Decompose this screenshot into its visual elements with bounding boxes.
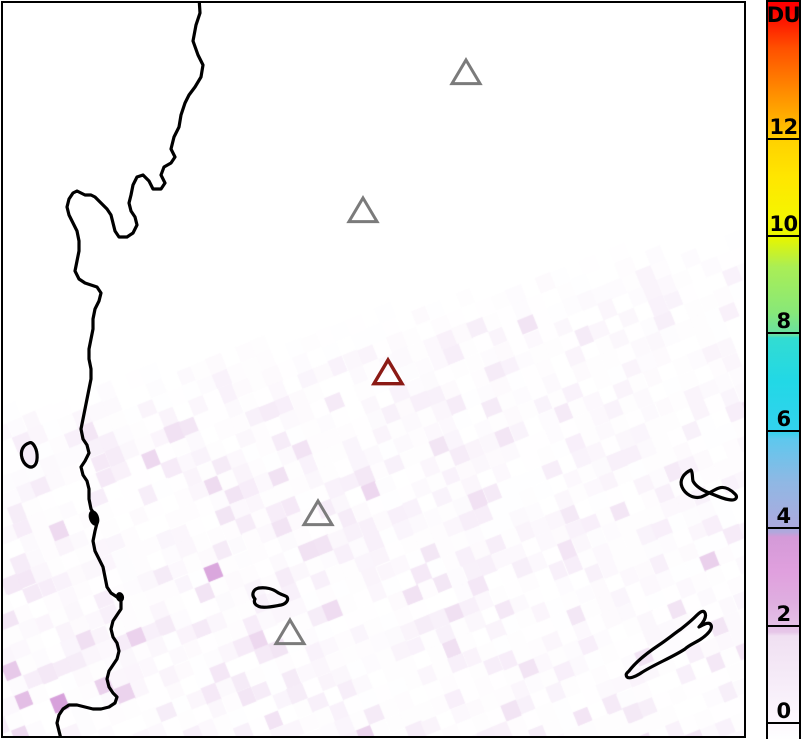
colorbar-tick-line <box>766 527 801 529</box>
colorbar-unit-label: DU <box>766 3 801 27</box>
colorbar-tick-label: 12 <box>769 115 798 139</box>
volcano-marker-volcano-3[interactable] <box>370 356 406 386</box>
colorbar-tick-line <box>766 722 801 724</box>
colorbar-tick-line <box>766 625 801 627</box>
coastline-island-small-west <box>19 441 39 469</box>
coastline-group <box>19 3 739 736</box>
coastline-island-northeast <box>679 468 739 502</box>
volcano-marker-volcano-4[interactable] <box>301 498 335 527</box>
volcano-marker-volcano-1[interactable] <box>449 57 483 86</box>
coastline-coast-feature-1 <box>88 510 100 526</box>
volcano-markers-group <box>273 57 483 646</box>
coastline-coast-feature-2 <box>115 592 125 602</box>
colorbar-tick-label: 6 <box>776 407 791 431</box>
colorbar-tick-line <box>766 332 801 334</box>
colorbar-tick-label: 2 <box>776 602 791 626</box>
map-panel <box>0 0 748 739</box>
colorbar-tick-label: 8 <box>776 309 791 333</box>
data-swath-heatmap <box>3 3 744 736</box>
colorbar-tick-line <box>766 430 801 432</box>
colorbar-tick-label: 4 <box>776 504 791 528</box>
colorbar-tick-label: 0 <box>776 699 791 723</box>
coastline-island-southeast <box>624 609 713 680</box>
colorbar-panel: DU 12 10 8 6 4 2 0 <box>766 0 803 739</box>
colorbar-tick-line <box>766 138 801 140</box>
volcano-marker-volcano-5[interactable] <box>273 617 307 646</box>
map-frame-border <box>1 1 746 738</box>
volcano-marker-volcano-2[interactable] <box>346 195 380 224</box>
colorbar-gradient-strip <box>766 0 801 739</box>
map-inner <box>3 3 744 736</box>
colorbar-tick-line <box>766 235 801 237</box>
coastline-mainland <box>55 3 205 736</box>
coastline-island-lake-inland <box>251 586 290 609</box>
colorbar-tick-label: 10 <box>769 212 798 236</box>
map-vector-overlay <box>19 3 739 736</box>
